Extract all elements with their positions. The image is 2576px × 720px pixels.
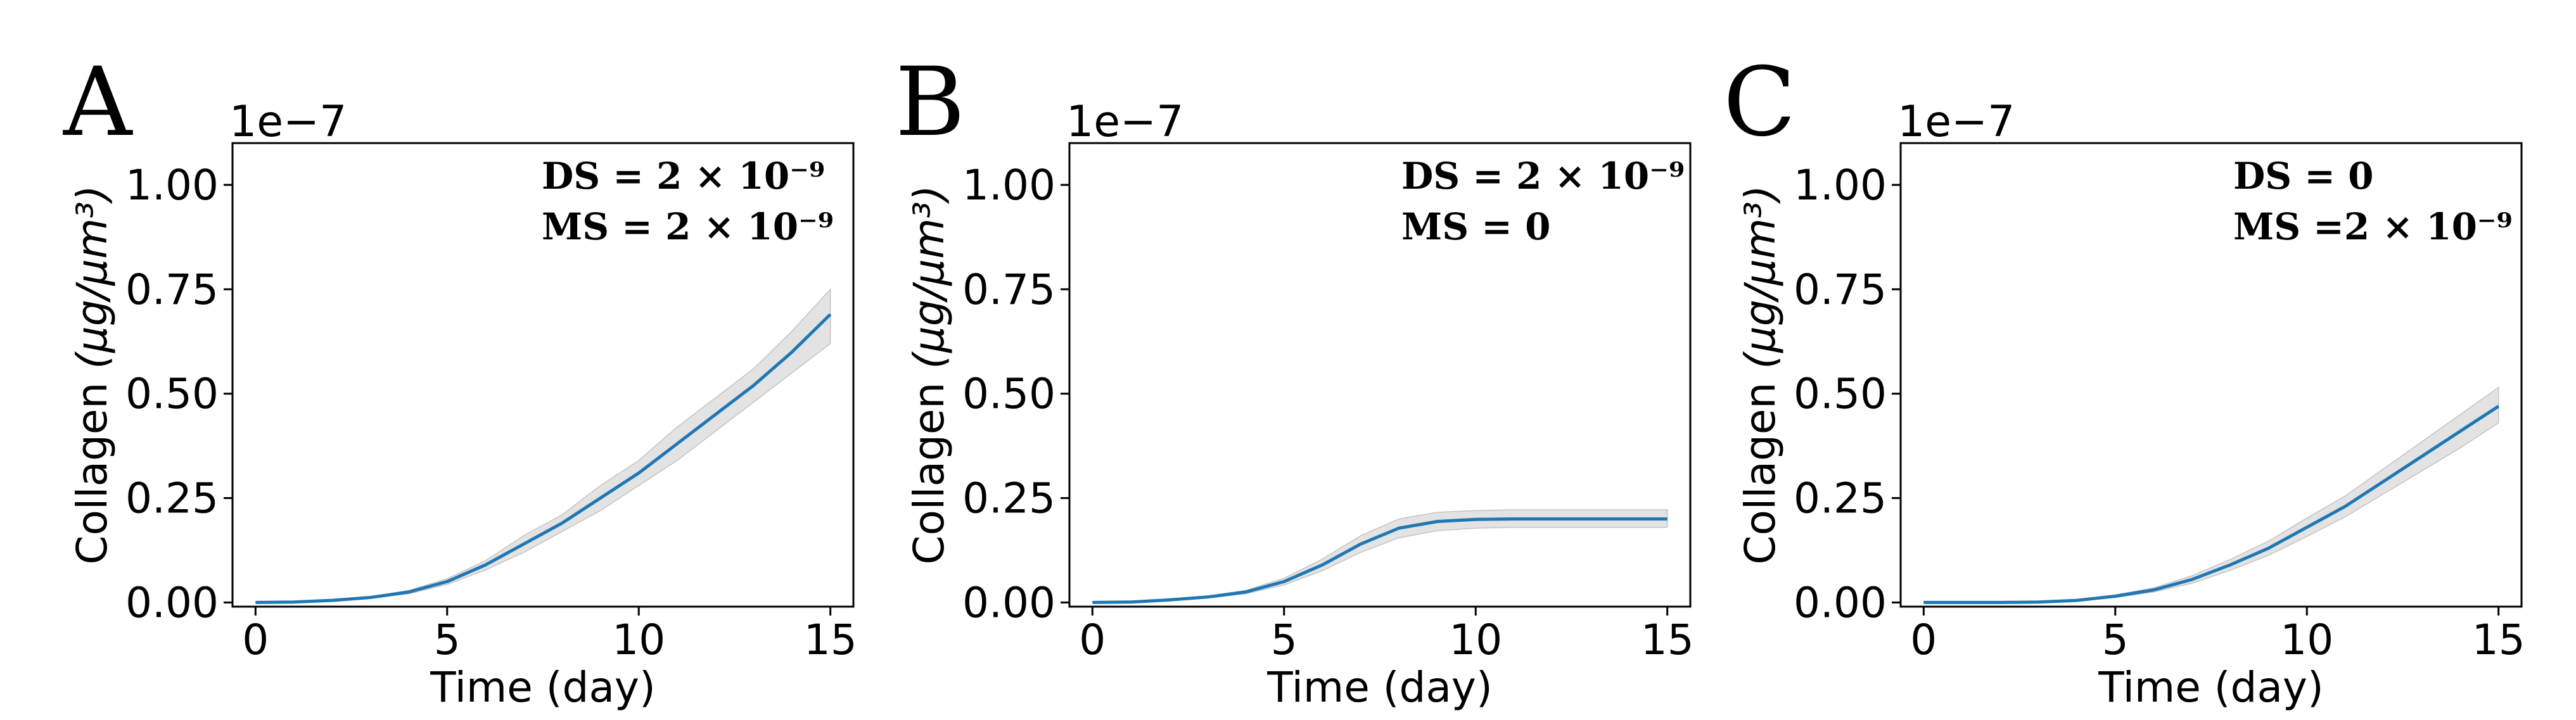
x-axis-label: Time (day) [2098,663,2323,712]
plot-area: 0 5 10 15 0.00 0.25 0.50 0.75 1.00 [1794,161,2525,664]
y-axis-unit: (μg/μm³) [68,185,117,369]
y-axis-unit: (μg/μm³) [1736,185,1785,369]
confidence-band [1092,509,1668,603]
y-tick-label: 0.25 [962,474,1055,523]
x-tick-label: 10 [1449,616,1502,664]
panel-label: B [895,47,965,158]
series-line [1092,517,1667,604]
x-axis-label: Time (day) [1266,663,1492,712]
series-line [1923,405,2500,604]
y-axis-label-text: Collagen [68,382,117,565]
panel-label: C [1723,47,1796,158]
x-tick-label: 10 [2280,616,2333,664]
y-axis-label: Collagen (μg/μm³) [68,185,117,564]
annotation-ds: DS = 2 × 10⁻⁹ [1401,155,1685,198]
y-axis-label: Collagen (μg/μm³) [1736,185,1785,564]
panel-b: B 1e−7 DS = 2 × 10⁻⁹ MS = 0 0 5 10 15 0.00 0.… [895,47,1694,712]
y-axis-label: Collagen (μg/μm³) [905,185,953,564]
plot-frame [1068,142,1692,608]
x-tick-label: 15 [1641,616,1694,664]
y-tick-label: 1.00 [962,161,1055,210]
annotation-ms: MS = 0 [1401,205,1550,248]
panel-label: A [63,47,133,158]
annotation-ds: DS = 0 [2233,155,2374,198]
annotation-ds: DS = 2 × 10⁻⁹ [542,155,825,198]
y-tick-label: 0.75 [125,265,219,314]
y-tick-label: 1.00 [125,161,219,210]
y-axis-unit: (μg/μm³) [905,185,953,369]
y-tick-label: 0.25 [1794,474,1887,523]
offset-text: 1e−7 [1897,97,2015,147]
x-tick-label: 5 [434,616,461,664]
confidence-band [255,287,831,603]
y-axis-label-text: Collagen [1736,382,1785,565]
confidence-band [1923,386,2499,603]
x-tick-label: 0 [242,616,269,664]
offset-text: 1e−7 [229,97,347,147]
y-tick-label: 0.00 [1794,578,1887,627]
x-tick-label: 15 [2472,616,2525,664]
plot-frame [231,142,855,608]
y-tick-label: 0.75 [962,265,1055,314]
y-tick-label: 0.25 [125,474,219,523]
y-tick-label: 0.75 [1794,265,1887,314]
x-axis-label: Time (day) [430,663,655,712]
y-tick-label: 0.50 [1794,370,1887,419]
offset-text: 1e−7 [1066,97,1183,147]
x-tick-label: 5 [1271,616,1298,664]
x-tick-label: 15 [804,616,857,664]
series-line [255,313,832,604]
annotation-ms: MS =2 × 10⁻⁹ [2233,205,2513,248]
annotation-ms: MS = 2 × 10⁻⁹ [542,205,834,248]
plot-frame [1899,142,2523,608]
x-tick-label: 0 [1910,616,1937,664]
y-tick-label: 0.00 [962,578,1055,627]
x-tick-label: 5 [2102,616,2129,664]
panel-a: A 1e−7 DS = 2 × 10⁻⁹ MS = 2 × 10⁻⁹ 0 5 10 1… [63,47,857,712]
y-tick-label: 0.50 [125,370,219,419]
y-tick-label: 0.50 [962,370,1055,419]
x-tick-label: 0 [1079,616,1106,664]
panel-c: C 1e−7 DS = 0 MS =2 × 10⁻⁹ 0 5 10 15 0.00 0.2… [1723,47,2525,712]
y-axis-label-text: Collagen [905,382,953,565]
y-tick-label: 1.00 [1794,161,1887,210]
x-tick-label: 10 [612,616,665,664]
plot-area: 0 5 10 15 0.00 0.25 0.50 0.75 1.00 [962,161,1694,664]
plot-area: 0 5 10 15 0.00 0.25 0.50 0.75 1.00 [125,161,857,664]
y-tick-label: 0.00 [125,578,219,627]
